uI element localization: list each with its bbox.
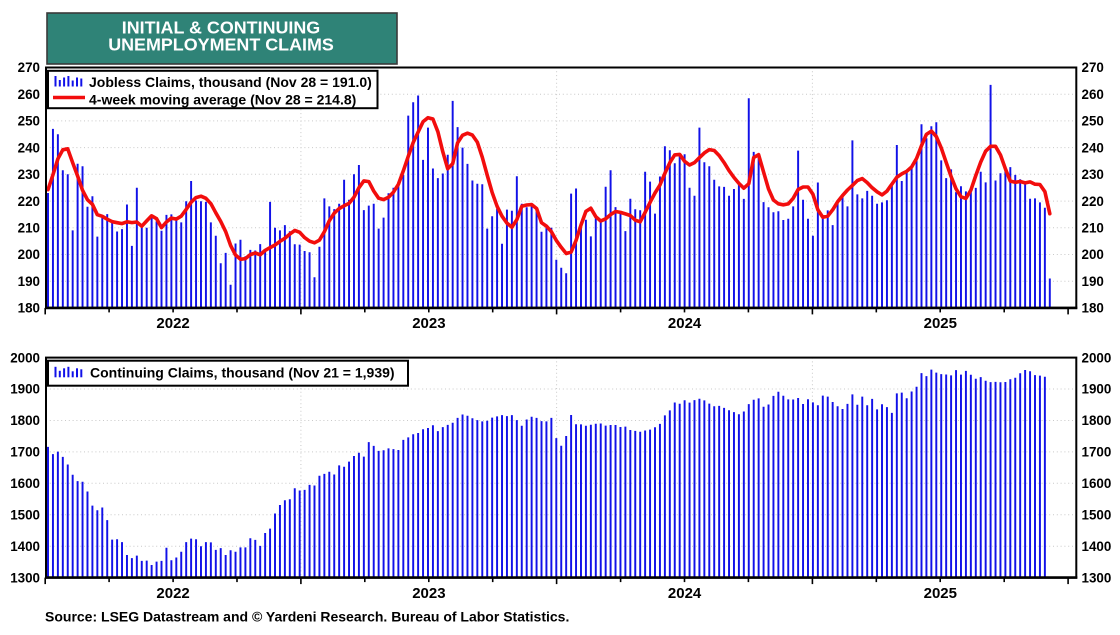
svg-text:240: 240 [1082,140,1104,155]
svg-text:270: 270 [18,60,40,75]
svg-text:1700: 1700 [1082,445,1112,460]
svg-text:2023: 2023 [412,585,445,602]
svg-text:2022: 2022 [156,585,189,602]
svg-text:2000: 2000 [1082,350,1112,365]
svg-text:190: 190 [1082,274,1104,289]
svg-text:270: 270 [1082,60,1104,75]
svg-text:1600: 1600 [1082,476,1112,491]
svg-text:220: 220 [18,194,40,209]
svg-text:4-week moving average (Nov 28: 4-week moving average (Nov 28 = 214.8) [89,92,356,108]
svg-text:250: 250 [1082,114,1104,129]
svg-text:1700: 1700 [10,445,40,460]
svg-text:260: 260 [18,87,40,102]
svg-text:Source: LSEG Datastream and ©: Source: LSEG Datastream and © Yardeni Re… [45,609,569,625]
svg-text:1900: 1900 [1082,382,1112,397]
svg-text:220: 220 [1082,194,1104,209]
svg-text:UNEMPLOYMENT CLAIMS: UNEMPLOYMENT CLAIMS [108,34,334,54]
svg-text:2023: 2023 [412,315,445,332]
svg-text:1800: 1800 [1082,413,1112,428]
svg-text:190: 190 [18,274,40,289]
svg-text:1400: 1400 [1082,539,1112,554]
svg-text:1600: 1600 [10,476,40,491]
svg-text:180: 180 [1082,301,1104,316]
svg-text:230: 230 [1082,167,1104,182]
svg-text:1400: 1400 [10,539,40,554]
svg-text:200: 200 [1082,247,1104,262]
svg-text:210: 210 [18,221,40,236]
svg-text:2025: 2025 [924,585,957,602]
svg-text:1300: 1300 [1082,570,1112,585]
svg-text:2024: 2024 [668,585,702,602]
svg-text:INITIAL & CONTINUING: INITIAL & CONTINUING [122,18,320,38]
svg-text:Jobless Claims, thousand (Nov: Jobless Claims, thousand (Nov 28 = 191.0… [89,74,372,90]
svg-text:1500: 1500 [1082,507,1112,522]
svg-text:1800: 1800 [10,413,40,428]
svg-text:200: 200 [18,247,40,262]
svg-text:240: 240 [18,140,40,155]
svg-text:2024: 2024 [668,315,702,332]
svg-text:180: 180 [18,301,40,316]
svg-text:250: 250 [18,114,40,129]
svg-text:Continuing Claims, thousand (N: Continuing Claims, thousand (Nov 21 = 1,… [90,365,395,381]
svg-text:2000: 2000 [10,350,40,365]
svg-text:1500: 1500 [10,507,40,522]
svg-text:1900: 1900 [10,382,40,397]
svg-text:260: 260 [1082,87,1104,102]
svg-text:2025: 2025 [924,315,957,332]
svg-text:210: 210 [1082,221,1104,236]
svg-text:230: 230 [18,167,40,182]
svg-text:2022: 2022 [156,315,189,332]
svg-text:1300: 1300 [10,570,40,585]
